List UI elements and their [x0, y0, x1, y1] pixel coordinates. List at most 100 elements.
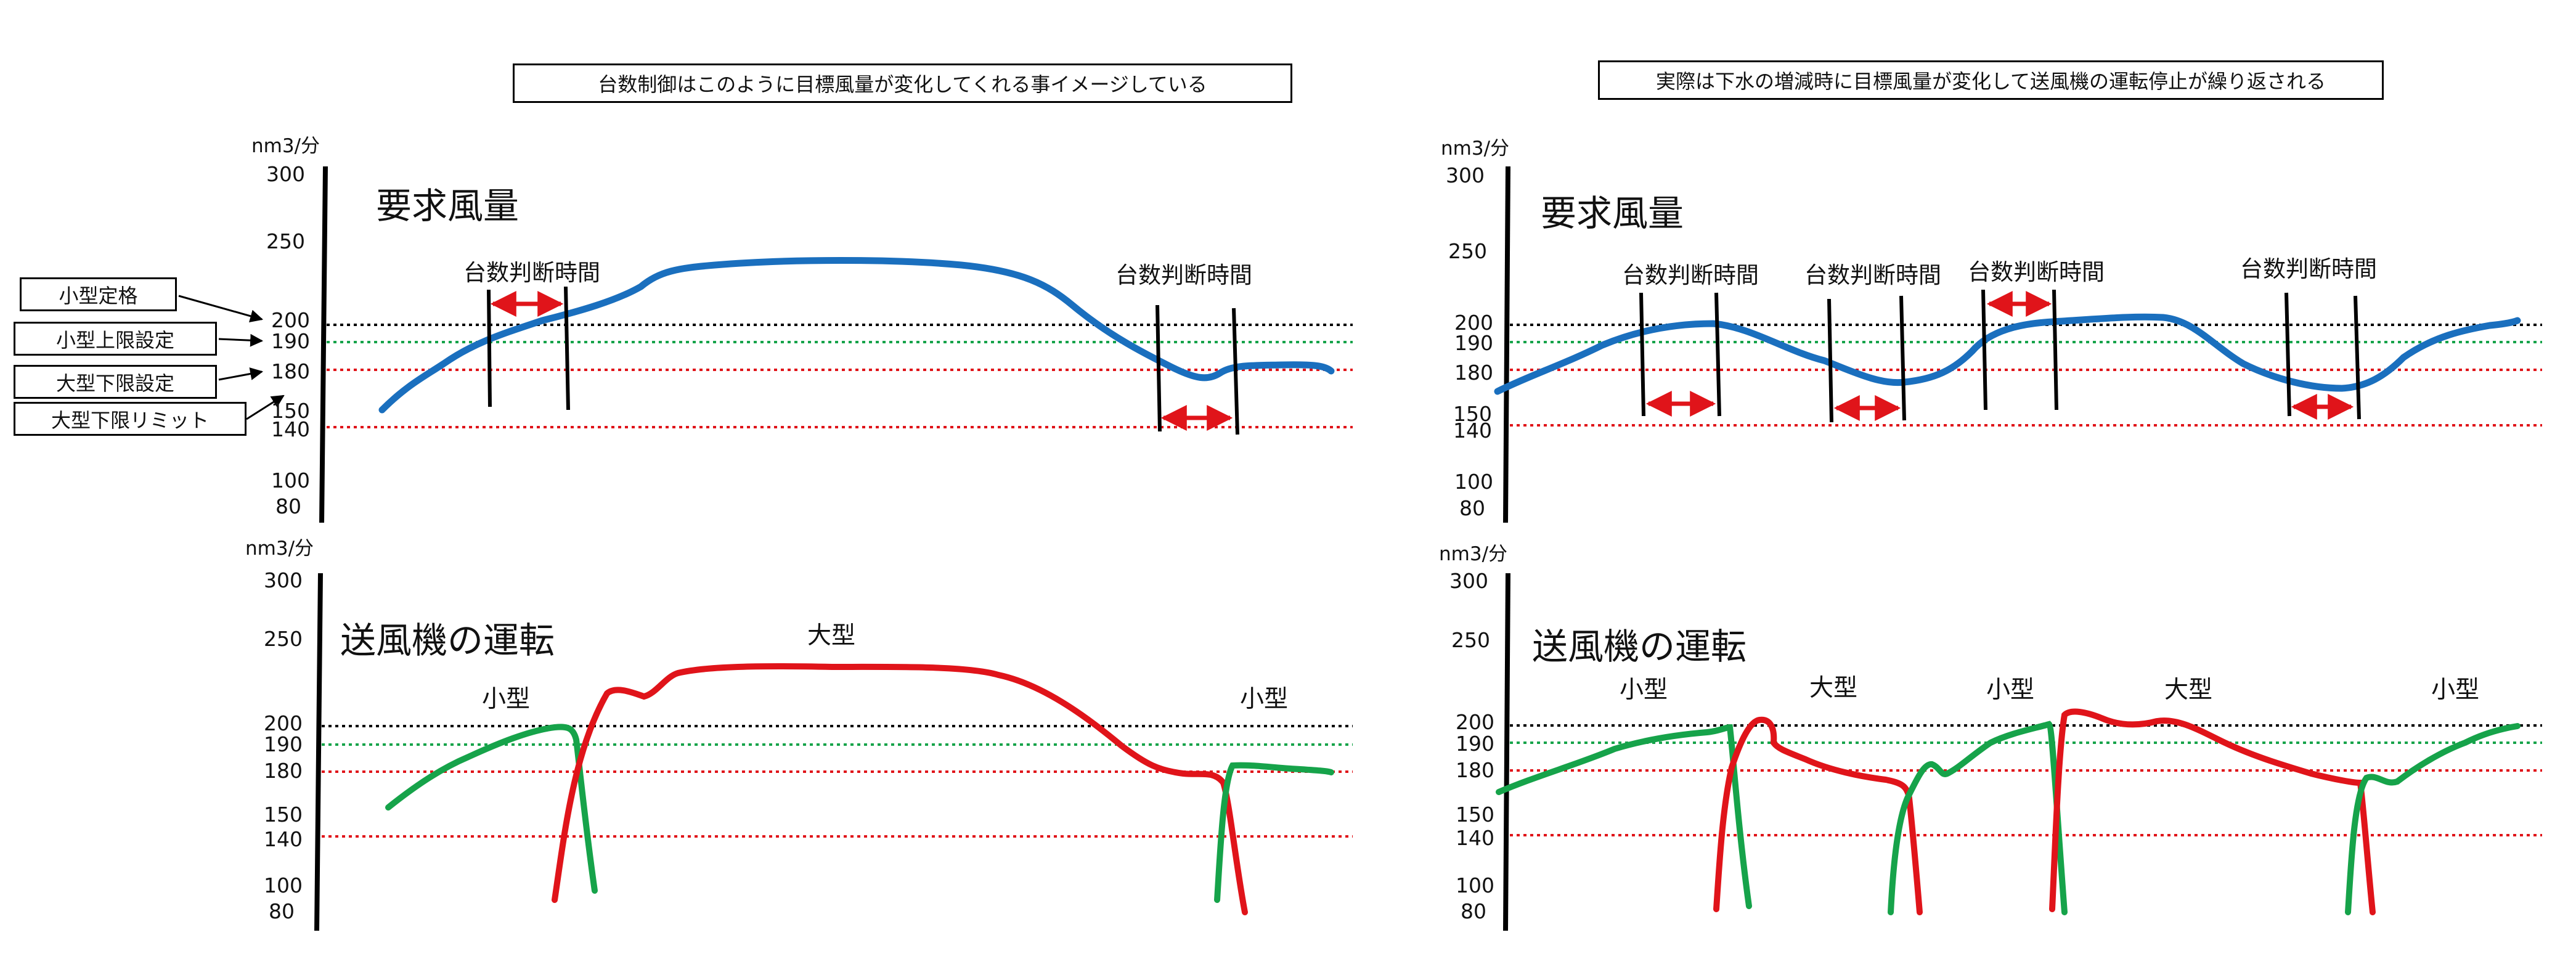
- y-tick-label: 250: [1451, 628, 1490, 652]
- judgment-time-label: 台数判断時間: [1622, 262, 1759, 288]
- y-tick-label: 80: [1461, 899, 1486, 923]
- judgment-time-label: 台数判断時間: [1115, 262, 1252, 288]
- y-tick-label: 180: [1454, 361, 1493, 385]
- y-tick-label: 80: [275, 494, 301, 518]
- legend-large-lower-limit-label: 大型下限リミット: [51, 408, 209, 432]
- legend-small-upper-label: 小型上限設定: [55, 328, 174, 352]
- small-blower-curve-right-2: [1888, 721, 2068, 915]
- left-bottom-y-axis: [314, 573, 323, 931]
- small-blower-label: 小型: [1986, 676, 2035, 704]
- judgment-time-label: 台数判断時間: [1968, 259, 2105, 285]
- judgment-bar: [1156, 304, 1162, 432]
- y-tick-label: 140: [264, 827, 303, 851]
- judgment-bar: [564, 286, 570, 411]
- large-blower-label: 大型: [807, 622, 856, 650]
- panel-title-operation: 送風機の運転: [1532, 626, 1747, 668]
- panel-title-demand: 要求風量: [376, 185, 520, 227]
- legend-pointer: [178, 295, 264, 322]
- judgment-bar: [1714, 292, 1721, 417]
- left-top-y-axis: [319, 166, 328, 523]
- y-tick-label: 100: [1454, 470, 1493, 494]
- legend-large-lower-limit: 大型下限リミット: [14, 402, 247, 436]
- small-blower-label: 小型: [1620, 676, 1668, 704]
- judgment-bar: [487, 289, 492, 407]
- small-blower-curve-left-2: [1214, 762, 1334, 903]
- y-tick-label: 190: [271, 329, 310, 353]
- y-tick-label: 190: [1454, 331, 1493, 355]
- demand-curve-right: [1494, 313, 2521, 395]
- legend-large-lower: 大型下限設定: [14, 365, 217, 399]
- large-blower-curve-left-1: [552, 663, 1248, 915]
- legend-pointer: [246, 394, 285, 420]
- judgment-bar: [1232, 308, 1239, 435]
- y-unit-label: nm3/分: [1439, 543, 1508, 565]
- legend-pointer: [218, 367, 264, 381]
- y-tick-label: 180: [264, 759, 303, 783]
- legend-small-rated: 小型定格: [20, 277, 177, 311]
- y-tick-label: 300: [264, 568, 303, 592]
- y-unit-label: nm3/分: [1441, 137, 1510, 160]
- small-blower-curve-right-1: [1496, 724, 1752, 909]
- judgment-time-label: 台数判断時間: [1804, 262, 1941, 288]
- y-tick-label: 300: [266, 162, 305, 186]
- panel-title-demand: 要求風量: [1541, 192, 1684, 234]
- legend-large-lower-label: 大型下限設定: [55, 371, 174, 395]
- y-unit-label: nm3/分: [251, 135, 320, 157]
- y-tick-label: 150: [1453, 402, 1492, 426]
- y-tick-label: 140: [1453, 419, 1492, 443]
- y-tick-label: 200: [271, 308, 310, 332]
- y-tick-label: 180: [271, 359, 310, 383]
- y-tick-label: 250: [266, 229, 305, 253]
- right-header-text: 実際は下水の増減時に目標風量が変化して送風機の運転停止が繰り返される: [1655, 70, 2326, 93]
- y-tick-label: 80: [1459, 496, 1485, 520]
- right-header-box: 実際は下水の増減時に目標風量が変化して送風機の運転停止が繰り返される: [1598, 60, 2384, 100]
- y-tick-label: 190: [1456, 732, 1494, 756]
- y-tick-label: 150: [271, 399, 310, 423]
- judgment-bar: [2354, 295, 2361, 420]
- judgment-time-label: 台数判断時間: [463, 259, 600, 286]
- panel-title-operation: 送風機の運転: [340, 619, 555, 661]
- judgment-bar: [1899, 295, 1906, 421]
- legend-small-rated-label: 小型定格: [59, 284, 138, 308]
- y-tick-label: 100: [1456, 873, 1494, 897]
- judgment-bar: [2052, 289, 2058, 411]
- small-blower-curve-left-1: [385, 724, 598, 894]
- judgment-bar: [2285, 292, 2291, 417]
- demand-curve-left: [378, 257, 1335, 414]
- y-tick-label: 300: [1446, 163, 1485, 187]
- small-blower-label: 小型: [2431, 676, 2480, 704]
- y-tick-label: 300: [1449, 569, 1488, 593]
- y-tick-label: 250: [1448, 239, 1487, 263]
- left-header-box: 台数制御はこのように目標風量が変化してくれる事イメージしている: [513, 63, 1292, 103]
- right-top-y-axis: [1503, 166, 1510, 523]
- y-tick-label: 100: [264, 873, 303, 897]
- judgment-bar: [1981, 289, 1987, 411]
- small-blower-label: 小型: [1240, 685, 1289, 713]
- large-blower-curve-right-2: [2049, 708, 2376, 915]
- legend-small-upper: 小型上限設定: [14, 322, 217, 356]
- y-tick-label: 190: [264, 732, 303, 756]
- y-unit-label: nm3/分: [245, 537, 314, 560]
- y-tick-label: 250: [264, 627, 303, 651]
- judgment-bar: [1639, 292, 1645, 417]
- judgment-bar: [1827, 298, 1833, 423]
- y-tick-label: 100: [271, 468, 310, 492]
- y-tick-label: 200: [1456, 710, 1494, 734]
- y-tick-label: 140: [271, 417, 310, 441]
- judgment-time-label: 台数判断時間: [2240, 256, 2377, 282]
- small-blower-curve-right-3: [2345, 723, 2521, 915]
- legend-pointer: [218, 333, 264, 347]
- left-header-text: 台数制御はこのように目標風量が変化してくれる事イメージしている: [598, 73, 1207, 96]
- y-tick-label: 200: [264, 711, 303, 735]
- large-blower-label: 大型: [1809, 674, 1858, 702]
- y-tick-label: 140: [1456, 826, 1494, 850]
- y-tick-label: 200: [1454, 311, 1493, 335]
- right-bottom-y-axis: [1503, 573, 1510, 931]
- y-tick-label: 150: [264, 803, 303, 827]
- y-tick-label: 150: [1456, 803, 1494, 827]
- large-blower-label: 大型: [2164, 676, 2213, 704]
- y-tick-label: 180: [1456, 758, 1494, 782]
- small-blower-label: 小型: [482, 685, 531, 713]
- y-tick-label: 80: [269, 899, 295, 923]
